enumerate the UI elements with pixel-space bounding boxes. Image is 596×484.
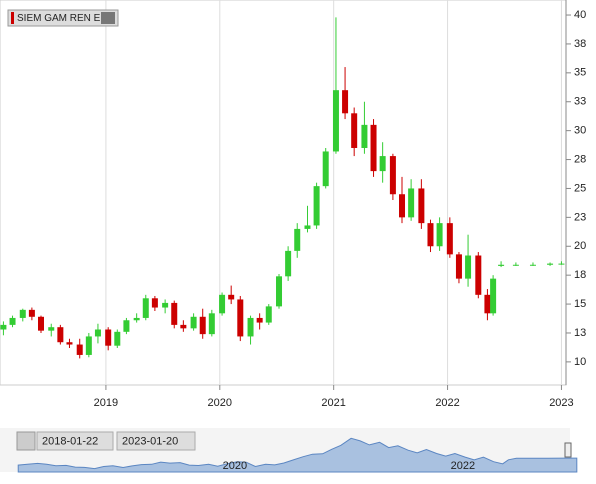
candle-body [558, 263, 565, 265]
candle-body [490, 278, 497, 314]
y-tick-label: 25 [574, 182, 586, 194]
candle-body [436, 223, 443, 247]
legend-button [101, 12, 115, 24]
candle-body [237, 299, 244, 337]
candle-body [379, 156, 386, 172]
candle-body [304, 225, 311, 229]
candle-body [9, 317, 16, 325]
candle-body [512, 264, 519, 266]
candle-body [529, 264, 536, 266]
candle-body [105, 329, 112, 346]
candle-body [219, 294, 226, 314]
candle-body [389, 156, 396, 195]
candle-body [199, 316, 206, 335]
candle-body [94, 329, 101, 337]
candle-body [19, 309, 26, 318]
candle-body [370, 124, 377, 172]
legend-label: SIEM GAM REN E [17, 13, 101, 24]
y-tick-label: 40 [574, 9, 586, 21]
candle-body [162, 302, 169, 308]
candle-body [361, 124, 368, 148]
candle-body [342, 90, 349, 114]
candle-body [427, 223, 434, 247]
range-button[interactable] [16, 431, 36, 451]
y-tick-label: 18 [574, 269, 586, 281]
plot-area [0, 0, 567, 386]
candle-body [57, 327, 64, 343]
y-tick-label: 20 [574, 240, 586, 252]
candle-body [498, 264, 505, 266]
y-tick-label: 13 [574, 327, 586, 339]
candle-body [151, 298, 158, 308]
candle-body [294, 228, 301, 251]
start-date-box [36, 431, 114, 451]
candle-body [0, 324, 7, 330]
candle-body [123, 320, 130, 332]
start-date: 2018-01-22 [42, 435, 98, 447]
candle-body [313, 186, 320, 226]
candle-body [142, 298, 149, 318]
candle-body [256, 317, 263, 323]
candle-body [190, 316, 197, 329]
x-tick-label: 2022 [435, 397, 459, 409]
candle-body [484, 294, 491, 314]
navigator-tick-label: 2020 [223, 460, 247, 472]
navigator-tick-label: 2022 [451, 460, 475, 472]
legend-swatch [11, 12, 14, 24]
x-tick-label: 2019 [94, 397, 118, 409]
x-tick-label: 2021 [321, 397, 345, 409]
navigator-area [17, 437, 578, 473]
candle-body [351, 113, 358, 148]
candle-body [276, 276, 283, 307]
y-tick-label: 23 [574, 211, 586, 223]
candle-body [247, 317, 254, 337]
candle-body [85, 336, 92, 355]
candle-body [285, 250, 292, 277]
candle-body [228, 294, 235, 300]
candle-body [208, 313, 215, 335]
candle-body [322, 151, 329, 187]
candle-body [332, 90, 339, 152]
y-tick-label: 15 [574, 298, 586, 310]
candle-body [455, 254, 462, 279]
candle-body [475, 255, 482, 295]
candle-body [446, 223, 453, 255]
legend-box [7, 9, 119, 27]
x-tick-label: 2020 [208, 397, 232, 409]
candle-body [37, 316, 44, 331]
y-tick-label: 35 [574, 67, 586, 79]
candle-body [114, 331, 121, 346]
candle-body [66, 342, 73, 345]
candle-body [547, 263, 554, 265]
candle-body [180, 324, 187, 329]
y-tick-label: 38 [574, 38, 586, 50]
candle-body [418, 188, 425, 224]
end-date-box [116, 431, 196, 451]
candle-body [408, 188, 415, 218]
candle-body [265, 306, 272, 323]
candle-body [48, 327, 55, 331]
candle-body [76, 344, 83, 355]
y-tick-label: 33 [574, 96, 586, 108]
candle-body [399, 194, 406, 218]
end-date: 2023-01-20 [122, 435, 178, 447]
y-tick-label: 30 [574, 125, 586, 137]
y-tick-label: 10 [574, 356, 586, 368]
candle-body [28, 309, 35, 317]
x-tick-label: 2023 [549, 397, 573, 409]
y-tick-label: 28 [574, 153, 586, 165]
candle-body [171, 302, 178, 325]
navigator-handle [564, 442, 572, 458]
candle-body [465, 255, 472, 279]
candle-body [133, 317, 140, 321]
